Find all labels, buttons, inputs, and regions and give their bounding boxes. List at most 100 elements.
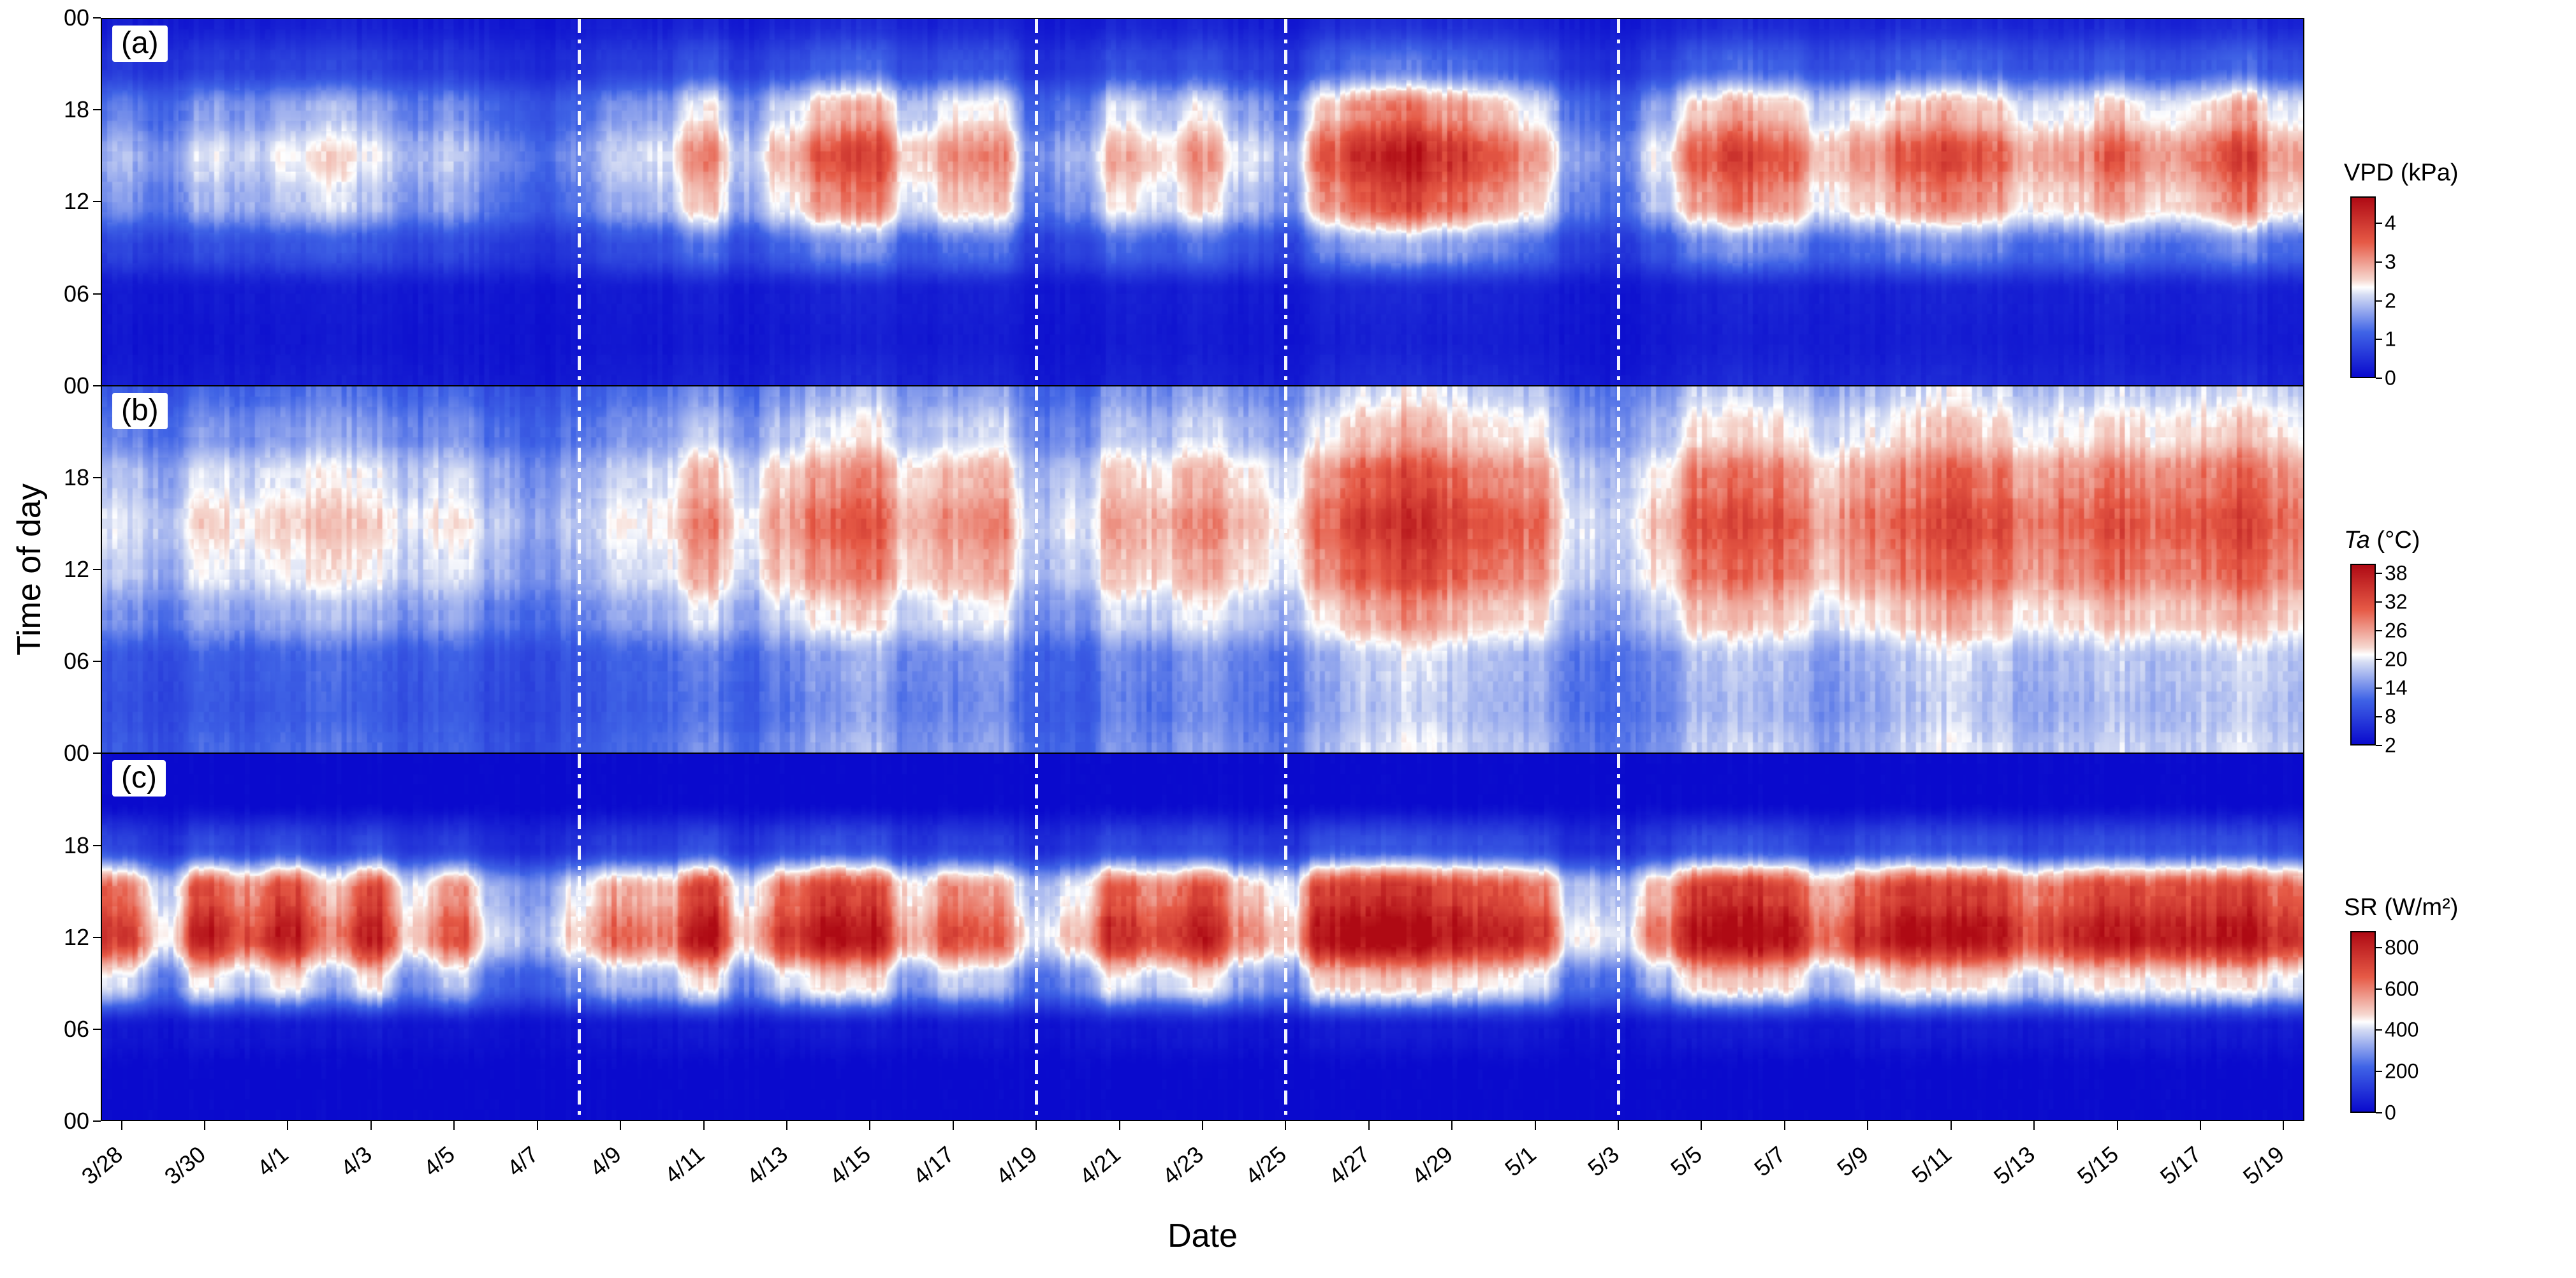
colorbar-tick-label: 200 (2385, 1059, 2419, 1083)
x-tick (1451, 1121, 1453, 1130)
colorbar-tick (2376, 1071, 2382, 1073)
y-tick-label: 12 (63, 923, 89, 950)
x-tick (620, 1121, 622, 1130)
x-tick-label: 4/3 (335, 1140, 377, 1182)
divider-line (577, 19, 581, 1120)
colorbar-tick-label: 14 (2385, 676, 2408, 700)
colorbar-tick (2376, 573, 2382, 574)
x-tick (1036, 1121, 1037, 1130)
colorbar-tick-label: 20 (2385, 647, 2408, 671)
x-tick-label: 4/29 (1407, 1140, 1458, 1190)
colorbar-tick-label: 600 (2385, 977, 2419, 1001)
colorbar-title-vpd: VPD (kPa) (2344, 159, 2458, 187)
x-tick (121, 1121, 122, 1130)
vpd-heatmap-canvas (102, 19, 2303, 385)
x-tick (1534, 1121, 1536, 1130)
x-tick-label: 4/1 (252, 1140, 294, 1182)
sr-heatmap-canvas (102, 754, 2303, 1120)
y-tick (93, 109, 101, 111)
y-tick-label: 00 (63, 4, 89, 31)
x-tick (869, 1121, 871, 1130)
colorbar-vpd (2350, 196, 2376, 378)
x-tick-label: 4/19 (990, 1140, 1043, 1190)
colorbar-title-ta-italic: Ta (2344, 527, 2370, 554)
x-tick-label: 5/7 (1749, 1140, 1790, 1182)
colorbar-tick-label: 38 (2385, 561, 2408, 585)
y-tick (93, 476, 101, 478)
x-tick (453, 1121, 455, 1130)
x-axis-title: Date (1167, 1217, 1238, 1254)
divider-line (1617, 19, 1621, 1120)
colorbar-tick-label: 0 (2385, 1101, 2396, 1124)
x-tick (2033, 1121, 2035, 1130)
y-tick-label: 06 (63, 280, 89, 307)
colorbar-title-ta: Ta (°C) (2344, 527, 2420, 554)
heatmap-panel-sr (101, 753, 2304, 1121)
colorbar-tick (2376, 378, 2382, 379)
y-tick-label: 18 (63, 96, 89, 123)
x-tick (2283, 1121, 2285, 1130)
x-tick-label: 5/3 (1583, 1140, 1624, 1182)
colorbar-tick (2376, 687, 2382, 689)
x-tick-label: 5/5 (1665, 1140, 1708, 1182)
colorbar-tick-label: 2 (2385, 733, 2396, 757)
colorbar-tick (2376, 745, 2382, 746)
y-tick-label: 00 (63, 740, 89, 767)
y-tick (93, 753, 101, 754)
y-tick (93, 17, 101, 18)
x-tick-label: 5/11 (1906, 1140, 1957, 1189)
x-tick (1618, 1121, 1620, 1130)
colorbar-tick (2376, 630, 2382, 631)
x-tick-label: 4/11 (659, 1140, 710, 1189)
colorbar-tick (2376, 988, 2382, 990)
y-tick-label: 00 (63, 372, 89, 399)
y-tick (93, 1028, 101, 1030)
x-tick-label: 4/23 (1157, 1140, 1208, 1190)
y-tick-label: 12 (63, 556, 89, 582)
x-tick (287, 1121, 289, 1130)
divider-line (1035, 19, 1039, 1120)
panel-label-c: (c) (112, 760, 166, 797)
y-tick-label: 00 (63, 1108, 89, 1134)
colorbar-tick (2376, 659, 2382, 660)
y-tick-label: 06 (63, 1015, 89, 1042)
y-tick (93, 201, 101, 203)
x-tick (1285, 1121, 1287, 1130)
x-tick (2116, 1121, 2118, 1130)
colorbar-tick-label: 3 (2385, 250, 2396, 274)
colorbar-tick (2376, 1112, 2382, 1113)
y-tick (93, 661, 101, 663)
x-tick-label: 5/15 (2072, 1140, 2123, 1190)
x-tick (1950, 1121, 1952, 1130)
x-tick-label: 4/13 (741, 1140, 793, 1190)
x-tick-label: 5/17 (2155, 1140, 2206, 1190)
colorbar-tick (2376, 223, 2382, 224)
colorbar-tick-label: 2 (2385, 289, 2396, 312)
colorbar-tick-label: 0 (2385, 366, 2396, 390)
x-tick-label: 5/1 (1499, 1140, 1541, 1182)
x-tick-label: 3/30 (159, 1140, 210, 1190)
colorbar-tick (2376, 261, 2382, 263)
colorbar-tick (2376, 339, 2382, 341)
ta-heatmap-canvas (102, 386, 2303, 753)
panel-label-b: (b) (112, 393, 168, 429)
x-tick (952, 1121, 954, 1130)
colorbar-tick (2376, 716, 2382, 717)
colorbar-title-sr: SR (W/m²) (2344, 894, 2458, 922)
y-tick (93, 293, 101, 295)
y-tick-label: 12 (63, 188, 89, 215)
colorbar-sr (2350, 931, 2376, 1113)
x-tick-label: 4/17 (907, 1140, 959, 1190)
x-tick (1867, 1121, 1869, 1130)
x-tick (703, 1121, 705, 1130)
colorbar-tick-label: 400 (2385, 1018, 2419, 1041)
x-tick-label: 4/25 (1240, 1140, 1292, 1190)
y-tick (93, 844, 101, 846)
colorbar-tick-label: 800 (2385, 936, 2419, 959)
x-tick-label: 5/19 (2238, 1140, 2290, 1190)
colorbar-ta (2350, 564, 2376, 746)
colorbar-tick-label: 1 (2385, 327, 2396, 351)
x-tick-label: 4/21 (1074, 1140, 1125, 1190)
colorbar-tick (2376, 601, 2382, 603)
colorbar-tick-label: 32 (2385, 590, 2408, 613)
